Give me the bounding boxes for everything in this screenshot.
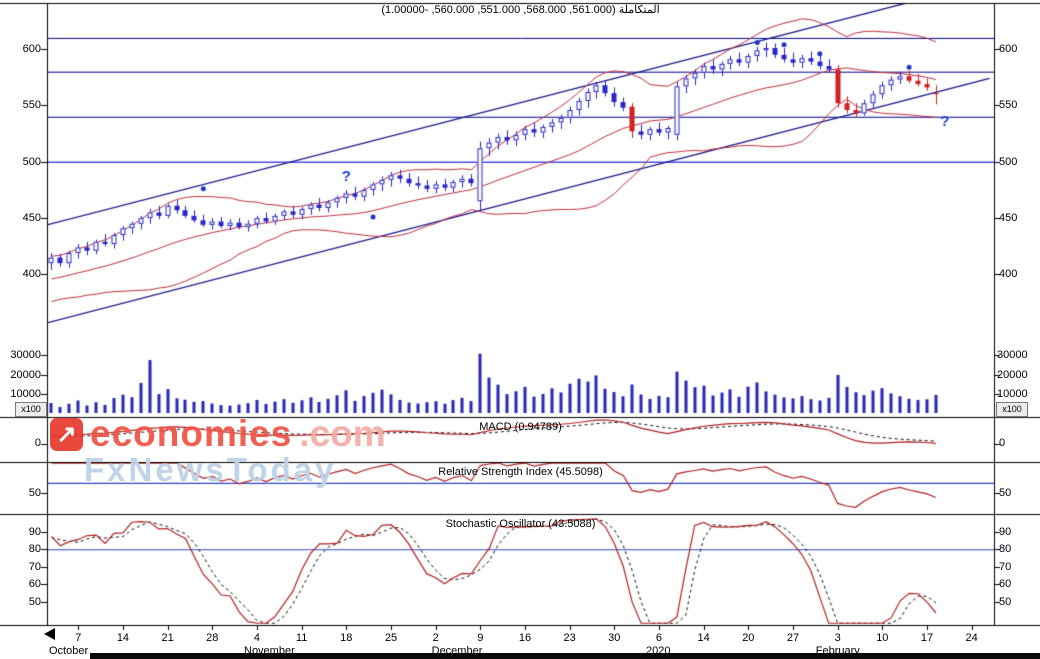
date-tick-label: 27	[786, 632, 800, 644]
date-tick-label: 14	[697, 632, 710, 644]
date-tick-label: 24	[965, 632, 978, 644]
stoch-axis-label-left: 80	[28, 543, 41, 556]
stoch-axis-label-right: 70	[999, 560, 1012, 573]
rsi-level-label-right: 50	[999, 487, 1012, 499]
date-tick-label: 30	[608, 632, 621, 644]
stoch-axis-label-right: 60	[999, 578, 1012, 591]
macd-zero-label-right: 0	[999, 437, 1006, 449]
volume-axis-label-left: 10000	[10, 387, 41, 400]
scroll-left-arrow-icon[interactable]	[44, 628, 55, 640]
date-tick-label: 10	[876, 632, 889, 644]
stoch-axis-label-right: 50	[999, 596, 1012, 609]
price-axis-label-right: 600	[999, 43, 1018, 56]
volume-axis-label-left: 20000	[10, 368, 41, 381]
price-axis-label-right: 450	[999, 212, 1018, 225]
price-axis-label-right: 550	[999, 99, 1018, 112]
date-tick-label: 21	[161, 632, 174, 644]
rsi-panel-title: Relative Strength Index (45.5098)	[438, 466, 603, 478]
stoch-axis-label-left: 70	[28, 560, 41, 573]
price-panel-title: المتكاملة (561.000, 568.000, 551.000, 56…	[381, 4, 660, 16]
volume-axis-label-right: 20000	[997, 368, 1028, 381]
date-tick-label: 20	[742, 632, 755, 644]
stoch-axis-label-right: 90	[999, 525, 1012, 538]
stoch-axis-label-left: 60	[28, 578, 41, 591]
date-tick-label: 7	[75, 632, 82, 644]
price-axis-label-left: 550	[22, 99, 41, 112]
month-label: October	[49, 645, 89, 657]
stoch-panel-title: Stochastic Oscillator (43.5088)	[445, 518, 596, 530]
volume-axis-label-right: 30000	[997, 349, 1028, 362]
date-tick-label: 23	[563, 632, 576, 644]
price-axis-label-left: 600	[22, 43, 41, 56]
date-tick-label: 16	[518, 632, 532, 644]
date-tick-label: 14	[116, 632, 130, 644]
date-tick-label: 28	[206, 632, 219, 644]
date-tick-label: 18	[340, 632, 353, 644]
macd-zero-label-left: 0	[34, 437, 41, 449]
price-axis-label-left: 450	[22, 212, 41, 225]
volume-axis-label-left: 30000	[10, 349, 41, 362]
bottom-scrollbar[interactable]	[90, 653, 1040, 659]
volume-unit-label-right: x100	[996, 402, 1028, 417]
volume-unit-label-left: x100	[15, 402, 47, 417]
macd-panel-title: MACD (0.94789)	[479, 421, 562, 433]
rsi-level-label-left: 50	[28, 487, 41, 499]
price-axis-label-right: 500	[999, 155, 1018, 168]
date-tick-label: 6	[655, 632, 663, 644]
price-axis-label-left: 500	[22, 155, 41, 168]
date-tick-label: 17	[920, 632, 934, 644]
price-axis-label-right: 400	[999, 268, 1018, 281]
date-tick-label: 4	[253, 632, 260, 644]
stoch-axis-label-left: 90	[28, 525, 41, 538]
date-tick-label: 3	[834, 632, 841, 644]
date-tick-label: 11	[295, 632, 308, 644]
date-tick-label: 25	[384, 632, 398, 644]
price-axis-label-left: 400	[22, 268, 41, 281]
stoch-axis-label-left: 50	[28, 596, 41, 609]
date-tick-label: 9	[477, 632, 484, 644]
date-tick-label: 2	[432, 632, 439, 644]
stoch-axis-label-right: 80	[999, 543, 1012, 556]
volume-axis-label-right: 10000	[997, 387, 1028, 400]
